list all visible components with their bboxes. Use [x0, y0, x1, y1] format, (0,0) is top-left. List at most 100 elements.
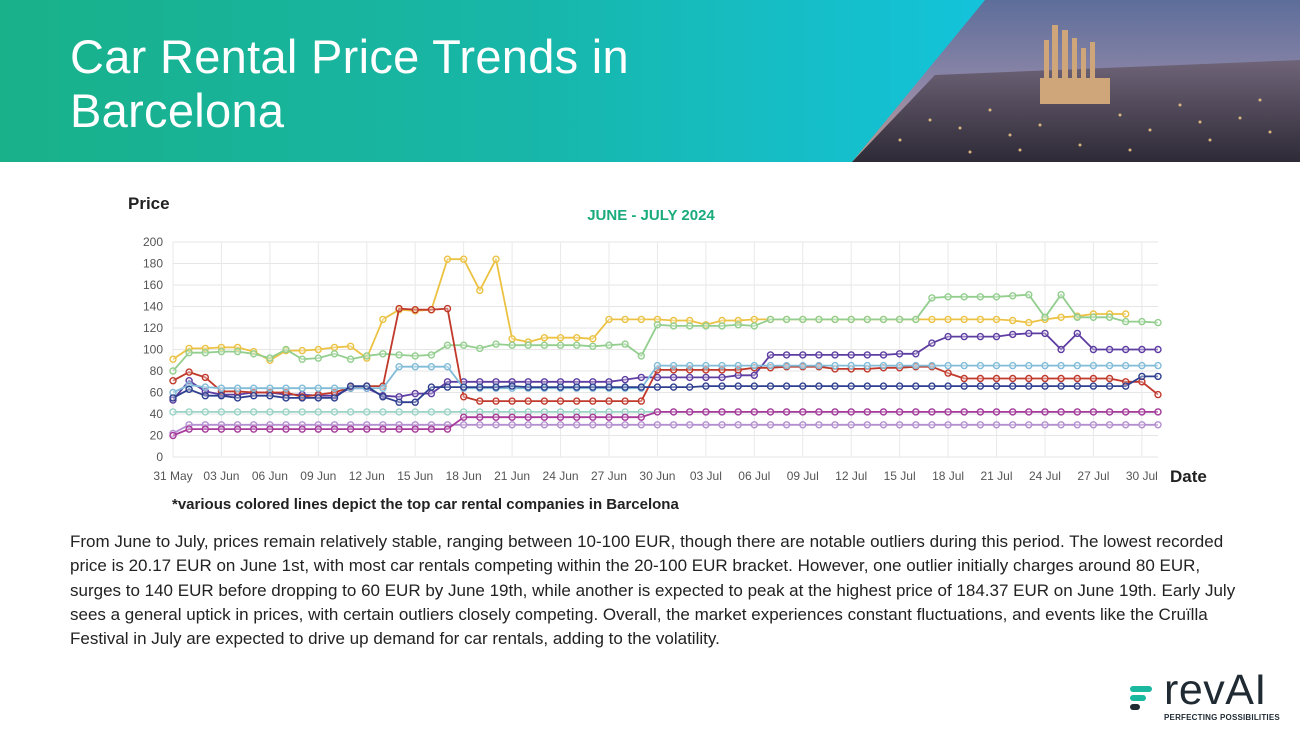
- data-point: [879, 315, 888, 324]
- data-point: [573, 341, 581, 349]
- y-tick-label: 120: [143, 321, 163, 335]
- data-point: [782, 408, 791, 416]
- data-point: [960, 315, 968, 324]
- data-point: [443, 304, 452, 313]
- data-point: [669, 383, 678, 391]
- x-tick-label: 27 Jun: [591, 469, 627, 483]
- data-point: [1138, 317, 1146, 326]
- x-tick-label: 24 Jun: [543, 469, 579, 483]
- data-point: [992, 315, 1001, 324]
- x-tick-label: 12 Jul: [835, 469, 867, 483]
- data-point: [944, 315, 952, 324]
- data-point: [492, 340, 500, 348]
- data-point: [460, 341, 468, 349]
- data-point: [233, 347, 242, 356]
- data-point: [379, 384, 387, 392]
- data-point: [266, 408, 274, 416]
- data-point: [734, 382, 742, 390]
- data-point: [330, 384, 339, 392]
- data-point: [427, 363, 436, 371]
- data-point: [912, 421, 920, 429]
- data-point: [1057, 345, 1065, 354]
- data-point: [895, 361, 904, 370]
- data-point: [799, 408, 807, 416]
- data-point: [621, 421, 629, 429]
- data-point: [589, 383, 597, 391]
- data-point: [476, 383, 484, 391]
- data-point: [1154, 372, 1162, 381]
- data-point: [524, 383, 532, 391]
- data-point: [831, 351, 839, 359]
- data-point: [895, 408, 904, 416]
- data-point: [1073, 374, 1082, 383]
- data-point: [169, 377, 177, 385]
- data-point: [766, 351, 775, 359]
- data-point: [653, 383, 662, 391]
- data-point: [1041, 374, 1049, 383]
- data-point: [249, 384, 258, 392]
- data-point: [1089, 382, 1098, 390]
- data-point: [1121, 421, 1130, 429]
- data-point: [621, 375, 629, 384]
- data-point: [847, 408, 855, 416]
- data-point: [847, 361, 855, 370]
- data-point: [1041, 313, 1049, 321]
- data-point: [460, 383, 468, 391]
- page-title: Car Rental Price Trends in Barcelona: [70, 30, 629, 137]
- data-point: [217, 392, 226, 400]
- data-point: [379, 315, 387, 324]
- data-point: [185, 425, 193, 433]
- data-point: [363, 382, 371, 390]
- data-point: [346, 382, 355, 390]
- data-point: [895, 382, 904, 390]
- data-point: [782, 361, 791, 370]
- data-point: [395, 351, 403, 359]
- data-point: [249, 425, 258, 433]
- data-point: [718, 382, 726, 390]
- data-point: [282, 425, 290, 433]
- data-point: [1057, 313, 1065, 321]
- data-point: [476, 413, 484, 421]
- x-tick-label: 18 Jul: [932, 469, 964, 483]
- data-point: [750, 408, 758, 416]
- data-point: [960, 293, 968, 301]
- data-point: [556, 334, 565, 342]
- data-point: [1009, 374, 1017, 383]
- data-point: [476, 421, 484, 429]
- y-tick-label: 100: [143, 343, 163, 357]
- data-point: [815, 382, 823, 390]
- data-point: [346, 355, 355, 363]
- y-tick-label: 200: [143, 235, 163, 249]
- data-point: [831, 382, 839, 390]
- data-point: [928, 315, 936, 324]
- data-point: [556, 341, 565, 349]
- data-point: [831, 315, 839, 324]
- data-point: [637, 413, 645, 421]
- data-point: [492, 413, 500, 421]
- data-point: [944, 408, 952, 416]
- data-point: [1154, 318, 1162, 327]
- data-point: [1105, 408, 1114, 416]
- y-tick-label: 80: [150, 364, 164, 378]
- data-point: [992, 332, 1001, 341]
- series-line: [172, 258, 1126, 362]
- data-point: [879, 421, 888, 429]
- data-point: [1154, 361, 1162, 370]
- data-point: [1154, 390, 1162, 399]
- data-point: [928, 421, 936, 429]
- logo-wordmark: revAI: [1164, 666, 1267, 714]
- data-point: [960, 382, 968, 390]
- data-point: [282, 408, 290, 416]
- data-point: [476, 344, 484, 353]
- data-point: [621, 397, 629, 405]
- data-point: [185, 349, 193, 357]
- data-point: [912, 350, 920, 358]
- data-point: [928, 361, 936, 370]
- data-point: [330, 343, 339, 352]
- data-point: [395, 425, 403, 433]
- data-point: [750, 421, 758, 429]
- data-point: [718, 373, 726, 382]
- data-point: [653, 408, 662, 416]
- data-point: [282, 345, 290, 354]
- data-point: [233, 394, 242, 402]
